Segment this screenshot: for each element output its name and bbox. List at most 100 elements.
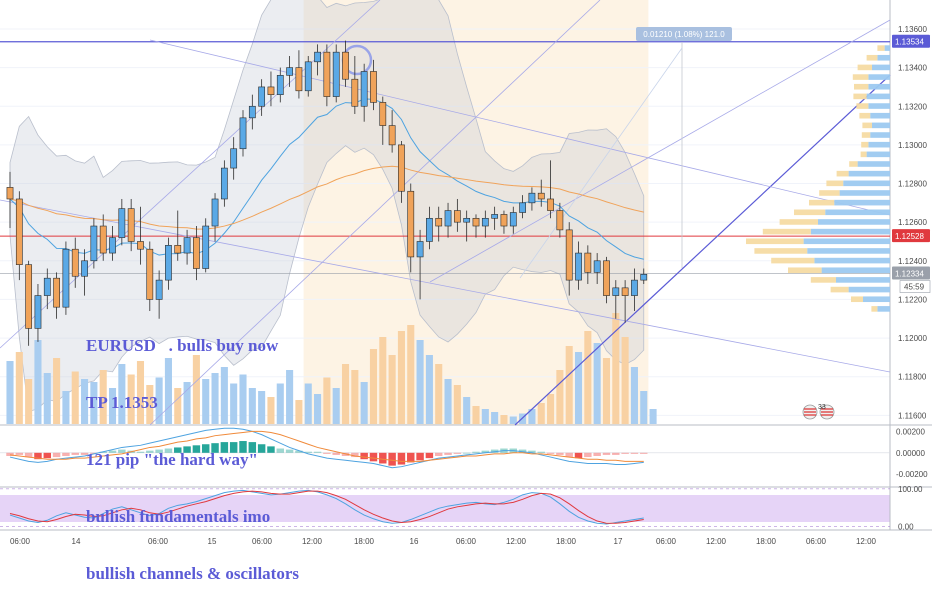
volume-bar [435,364,443,424]
profile-bar-up [872,122,890,129]
price-tick-label: 1.13400 [898,64,927,73]
event-badges[interactable]: 33 [802,404,835,420]
profile-bar-up [868,74,890,80]
candle-body [332,51,340,97]
flag-stripes [821,408,833,416]
volume-bar [332,388,340,424]
profile-bar-up [839,190,890,196]
volume-bar [500,415,508,424]
candle-body [286,67,293,76]
profile-bar-down [853,93,867,100]
annotation-line: 121 pip "the hard way" [86,450,258,469]
macd-histogram-bar [434,452,443,456]
price-tick-label: 1.13000 [898,141,927,150]
macd-histogram-bar [546,452,555,454]
volume-bar [118,364,126,424]
candle-body [193,237,200,269]
candle-body [565,229,573,281]
flag-stripes [804,408,816,416]
volume-bar [62,391,70,424]
candle-body [509,212,517,227]
time-tick-label: 18:00 [756,537,777,546]
macd-histogram-bar [481,450,490,453]
volume-bar [425,355,433,424]
profile-bar-down [836,170,849,177]
time-tick-label: 12:00 [506,537,527,546]
volume-bar [509,416,517,424]
candle-body [351,78,359,107]
profile-bar-up [834,199,890,206]
macd-histogram-bar [584,452,592,458]
macd-histogram-bar [285,449,294,453]
candle-body [537,192,545,200]
profile-bar-down [746,238,804,245]
candle-body [463,217,471,223]
profile-bar-down [779,219,818,225]
macd-histogram-bar [379,452,387,464]
profile-bar-down [857,64,872,71]
volume-bar [444,379,452,424]
channel-line [0,199,891,373]
candle-body [43,277,51,296]
time-tick-label: 06:00 [656,537,677,546]
volume-bar [230,383,238,424]
candle-body [211,198,219,227]
price-axis[interactable]: 1.13600 1.13400 1.13200 1.13000 1.12800 1.126… [896,25,928,531]
stoch-band [0,495,890,522]
profile-bar-down [819,190,840,196]
volume-bar [90,382,98,424]
candle-body [528,192,536,204]
profile-bar-down [754,248,808,254]
band-area [9,0,645,413]
ascending-trendline [514,74,891,426]
volume-bar [127,374,135,424]
profile-bar-down [849,161,858,167]
volume-bar [388,355,396,424]
profile-bar-up [884,45,890,51]
candle-body [127,208,135,242]
macd-histogram-bar [6,452,14,456]
macd-histogram-bar [80,452,89,455]
profile-bar-up [866,93,890,100]
macd-tick-label: 0.00200 [896,427,925,436]
candle-body [481,217,489,227]
macd-histogram-bar [453,452,462,454]
measure-tool-label[interactable]: 0.01210 (1.08%) 121.0 [636,27,732,41]
macd-histogram-bar [462,452,471,454]
trading-chart[interactable]: 1.13600 1.13400 1.13200 1.13000 1.12800 1.126… [0,0,932,550]
macd-histogram-bar [565,452,573,458]
profile-bar-down [810,277,836,283]
candle-body [314,51,321,63]
volume-bar [547,394,555,424]
profile-bar-up [818,219,890,225]
profile-bar-up [807,248,890,254]
volume-bar [304,383,312,424]
macd-histogram-bar [490,449,499,453]
volume-bar [108,388,117,424]
trend-lines[interactable] [0,0,891,426]
macd-histogram-bar [640,452,648,454]
trade-idea-annotation[interactable]: EURUSD . bulls buy now TP 1.1353 121 pip… [86,298,299,602]
volume-bar [183,382,191,424]
profile-bar-up [810,228,890,235]
volume-bar [295,400,303,424]
volume-bar [155,377,163,424]
macd-histogram-bar [537,451,545,453]
time-axis[interactable]: 06:00 14 06:00 15 06:00 12:00 18:00 16 06:00 12:0… [10,537,877,546]
profile-bar-down [862,122,872,129]
volume-bar [71,371,79,424]
volume-profile [746,45,890,312]
macd-histogram-bar [351,452,359,458]
candle-body [584,252,592,273]
volume-bar [15,352,23,424]
candle-body [267,86,275,95]
macd-line [9,430,644,462]
profile-bar-up [803,238,890,245]
volume-bar [136,361,145,424]
macd-histogram-bar [71,452,79,455]
volume-bar [574,352,583,424]
price-tick-label: 1.12200 [898,295,927,304]
candle-body [71,248,79,277]
profile-bar-down [854,83,869,90]
price-tag-mid [892,229,930,243]
